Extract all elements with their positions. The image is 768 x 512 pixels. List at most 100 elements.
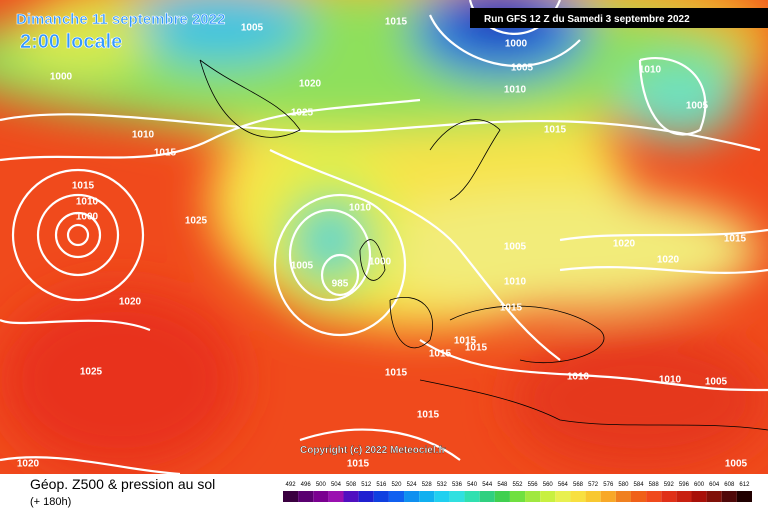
isobar-label: 1015 bbox=[385, 17, 408, 28]
isobar-label: 1020 bbox=[17, 459, 40, 470]
isobar-label: 1025 bbox=[291, 108, 314, 119]
isobar-label: 1010 bbox=[639, 65, 662, 76]
scale-label: 604 bbox=[709, 482, 720, 488]
isobar-label: 1010 bbox=[76, 197, 99, 208]
isobar-label: 1010 bbox=[659, 375, 682, 386]
scale-label: 540 bbox=[467, 482, 478, 488]
scale-label: 572 bbox=[588, 482, 599, 488]
isobar-label: 1015 bbox=[465, 343, 488, 354]
scale-swatch bbox=[721, 491, 737, 502]
scale-label: 608 bbox=[724, 482, 735, 488]
scale-label: 532 bbox=[437, 482, 448, 488]
isobar-label: 1020 bbox=[657, 255, 680, 266]
isobar-label: 1025 bbox=[80, 367, 103, 378]
isobar-label: 1005 bbox=[705, 377, 728, 388]
scale-label: 560 bbox=[543, 482, 554, 488]
scale-swatch bbox=[676, 491, 692, 502]
isobar-label: 985 bbox=[332, 279, 349, 290]
scale-label: 552 bbox=[512, 482, 523, 488]
scale-swatch bbox=[525, 491, 541, 502]
isobar-label: 1015 bbox=[94, 38, 117, 49]
isobar-label: 1020 bbox=[299, 79, 322, 90]
scale-swatch bbox=[343, 491, 359, 502]
scale-label: 548 bbox=[497, 482, 508, 488]
scale-label: 524 bbox=[407, 482, 418, 488]
run-banner bbox=[470, 8, 768, 28]
run-info: Run GFS 12 Z du Samedi 3 septembre 2022 bbox=[484, 14, 690, 25]
scale-label: 492 bbox=[286, 482, 297, 488]
scale-swatch bbox=[313, 491, 329, 502]
isobar-label: 1010 bbox=[132, 130, 155, 141]
scale-swatch bbox=[434, 491, 450, 502]
scale-swatch bbox=[585, 491, 601, 502]
color-scale: 492 496 500 504 508 512 516 520 524 528 532 536 540 5… bbox=[283, 482, 752, 502]
scale-label: 536 bbox=[452, 482, 463, 488]
forecast-date: Dimanche 11 septembre 2022 bbox=[16, 11, 225, 28]
scale-swatch bbox=[388, 491, 405, 502]
isobar-label: 1010 bbox=[504, 85, 527, 96]
geopotential-field bbox=[0, 0, 768, 470]
scale-swatch bbox=[509, 491, 526, 502]
scale-label: 600 bbox=[694, 482, 705, 488]
isobar-label: 1005 bbox=[241, 23, 264, 34]
scale-label: 592 bbox=[664, 482, 675, 488]
scale-swatch bbox=[494, 491, 510, 502]
isobar-label: 1020 bbox=[613, 239, 636, 250]
scale-swatch bbox=[661, 491, 677, 502]
scale-swatch bbox=[630, 491, 647, 502]
scale-label: 576 bbox=[603, 482, 614, 488]
isobar-label: 1015 bbox=[500, 303, 523, 314]
footer-title: Géop. Z500 & pression au sol bbox=[30, 476, 215, 492]
scale-swatch bbox=[419, 491, 435, 502]
isobar-label: 1015 bbox=[417, 410, 440, 421]
scale-swatch bbox=[283, 491, 299, 502]
scale-label: 544 bbox=[482, 482, 493, 488]
scale-swatch bbox=[736, 491, 752, 502]
lead-time: (+ 180h) bbox=[30, 496, 71, 508]
scale-swatch bbox=[328, 491, 344, 502]
isobar-label: 1015 bbox=[385, 368, 408, 379]
isobar-label: 1000 bbox=[369, 257, 392, 268]
isobar-label: 1015 bbox=[544, 125, 567, 136]
isobar-labels: 1015 1005 1015 1000 1005 1010 1010 1005 1000 1020… bbox=[17, 17, 748, 470]
isobar-label: 1015 bbox=[347, 459, 370, 470]
isobar-label: 1020 bbox=[119, 297, 142, 308]
isobar-label: 1025 bbox=[185, 216, 208, 227]
scale-label: 568 bbox=[573, 482, 584, 488]
scale-label: 584 bbox=[634, 482, 645, 488]
scale-label: 512 bbox=[361, 482, 372, 488]
scale-label: 496 bbox=[301, 482, 312, 488]
scale-swatch bbox=[373, 491, 389, 502]
scale-label: 596 bbox=[679, 482, 690, 488]
isobar-label: 1015 bbox=[72, 181, 95, 192]
scale-swatch bbox=[555, 491, 571, 502]
scale-label: 564 bbox=[558, 482, 569, 488]
isobar-label: 1000 bbox=[50, 72, 73, 83]
isobar-label: 1005 bbox=[511, 63, 534, 74]
isobar-label: 1010 bbox=[504, 277, 527, 288]
scale-swatch bbox=[358, 491, 374, 502]
local-time: 2:00 locale bbox=[20, 31, 122, 53]
scale-label: 500 bbox=[316, 482, 327, 488]
scale-swatch bbox=[706, 491, 722, 502]
isobar-label: 1015 bbox=[724, 234, 747, 245]
scale-swatch bbox=[464, 491, 480, 502]
isobar-label: 1005 bbox=[504, 242, 527, 253]
scale-label: 520 bbox=[391, 482, 402, 488]
isobar-label: 1015 bbox=[429, 349, 452, 360]
scale-label: 504 bbox=[331, 482, 342, 488]
scale-label: 508 bbox=[346, 482, 357, 488]
coastlines bbox=[199, 59, 768, 431]
isobar-label: 1005 bbox=[725, 459, 748, 470]
scale-swatch bbox=[404, 491, 420, 502]
scale-label: 528 bbox=[422, 482, 433, 488]
scale-swatch bbox=[600, 491, 616, 502]
scale-label: 516 bbox=[376, 482, 387, 488]
isobar-label: 1015 bbox=[154, 148, 177, 159]
scale-swatch bbox=[298, 491, 314, 502]
scale-swatch bbox=[540, 491, 556, 502]
copyright: Copyright (c) 2022 Meteociel.fr bbox=[300, 445, 446, 456]
isobar-label: 1015 bbox=[454, 336, 477, 347]
